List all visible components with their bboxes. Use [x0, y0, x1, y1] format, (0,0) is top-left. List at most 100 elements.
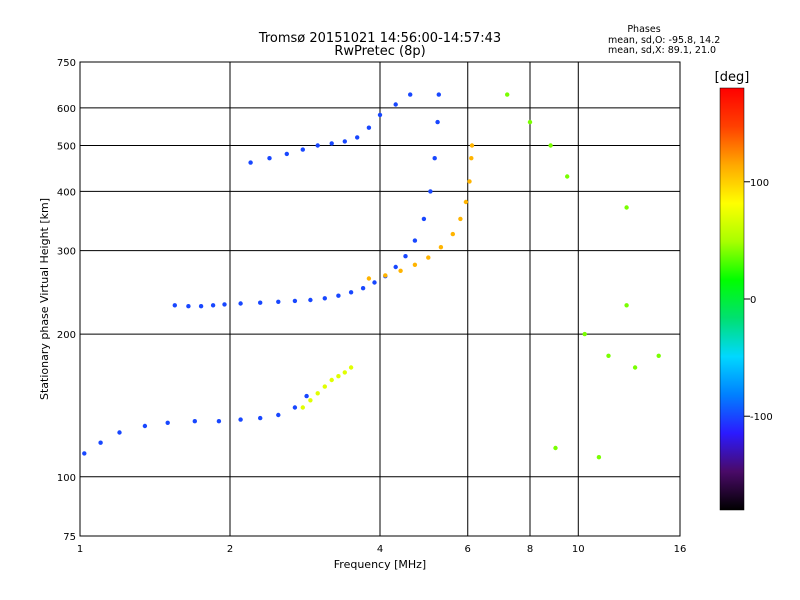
data-point [142, 423, 148, 429]
data-point [222, 302, 227, 307]
data-point [372, 280, 377, 285]
data-point [300, 405, 305, 410]
colorbar-tick-label: 0 [750, 295, 756, 306]
data-point [624, 205, 629, 210]
data-point [398, 268, 403, 273]
x-tick-label: 10 [572, 544, 585, 555]
x-tick-label: 2 [227, 544, 233, 555]
data-point [276, 412, 281, 418]
data-point [366, 276, 372, 281]
data-point [383, 273, 388, 278]
data-point [329, 377, 334, 383]
data-point [292, 298, 298, 304]
y-tick-label: 400 [57, 187, 76, 198]
data-point [336, 293, 341, 298]
colorbar-tick-label: 100 [750, 178, 769, 189]
colorbar [719, 87, 745, 511]
data-point [315, 143, 320, 148]
x-tick-label: 4 [377, 544, 383, 555]
data-point [258, 415, 263, 421]
data-point [276, 299, 281, 304]
data-point [172, 303, 177, 308]
data-point [656, 353, 661, 358]
data-point [432, 156, 437, 161]
data-point [624, 303, 629, 308]
data-point [377, 112, 383, 118]
data-point [348, 365, 354, 370]
y-tick-label: 100 [57, 473, 76, 484]
data-point [450, 231, 455, 237]
data-points [82, 92, 661, 460]
data-point [186, 304, 191, 309]
data-point [426, 255, 431, 260]
data-point [117, 430, 122, 435]
data-point [342, 370, 347, 375]
data-point [393, 264, 398, 270]
data-point [165, 420, 170, 425]
data-point [322, 384, 327, 389]
y-tick-label: 75 [63, 532, 76, 543]
data-point [632, 365, 638, 370]
data-point [463, 199, 469, 205]
chart-subtitle: RwPretec (8p) [334, 44, 425, 59]
colorbar-tick-label: -100 [750, 412, 773, 423]
colorbar-ticks: 100 0 -100 [744, 178, 773, 423]
data-point [596, 455, 602, 460]
data-point [565, 174, 570, 179]
data-point [248, 160, 253, 165]
data-point [436, 92, 441, 97]
data-point [355, 135, 360, 140]
data-point [438, 245, 444, 250]
data-point [308, 398, 313, 403]
y-tick-label: 300 [57, 247, 76, 258]
data-point [469, 143, 475, 148]
data-point [300, 147, 305, 152]
data-point [82, 451, 87, 456]
phase-box-x-line: mean, sd,X: 89.1, 21.0 [608, 45, 716, 56]
chart-title: Tromsø 20151021 14:56:00-14:57:43 [258, 31, 501, 46]
data-point [342, 139, 347, 144]
data-point [329, 141, 334, 146]
colorbar-label: [deg] [715, 70, 750, 85]
y-axis: 75 100 200 300 400 500 600 750 [57, 58, 76, 543]
data-point [98, 440, 103, 445]
x-tick-label: 1 [77, 544, 83, 555]
data-point [238, 301, 243, 306]
data-point [366, 125, 372, 130]
data-point [606, 353, 611, 358]
data-point [315, 391, 320, 396]
y-tick-label: 600 [57, 104, 76, 115]
data-point [360, 286, 366, 291]
data-point [198, 304, 204, 309]
data-point [403, 254, 408, 259]
x-tick-label: 8 [527, 544, 533, 555]
x-tick-label: 6 [465, 544, 471, 555]
data-point [210, 303, 216, 308]
data-point [548, 143, 553, 148]
data-point [284, 151, 289, 157]
data-point [393, 102, 398, 107]
data-point [505, 92, 510, 97]
y-tick-label: 750 [57, 58, 76, 69]
data-point [527, 119, 533, 125]
data-point [428, 189, 433, 194]
data-point [412, 262, 418, 267]
x-axis: 1 2 4 6 8 10 16 [77, 544, 687, 555]
data-point [348, 290, 354, 295]
data-point [408, 92, 413, 97]
x-tick-label: 16 [674, 544, 687, 555]
data-point [582, 331, 587, 337]
data-point [336, 374, 341, 379]
data-point [412, 238, 418, 243]
data-point [238, 417, 243, 422]
y-axis-label: Stationary phase Virtual Height [km] [38, 198, 51, 400]
data-point [435, 119, 440, 125]
data-point [304, 393, 309, 399]
data-point [192, 419, 197, 424]
data-point [553, 445, 558, 451]
phase-box-o-line: mean, sd,O: -95.8, 14.2 [608, 35, 720, 46]
data-point [421, 216, 427, 222]
y-tick-label: 200 [57, 330, 76, 341]
data-point [322, 296, 327, 301]
